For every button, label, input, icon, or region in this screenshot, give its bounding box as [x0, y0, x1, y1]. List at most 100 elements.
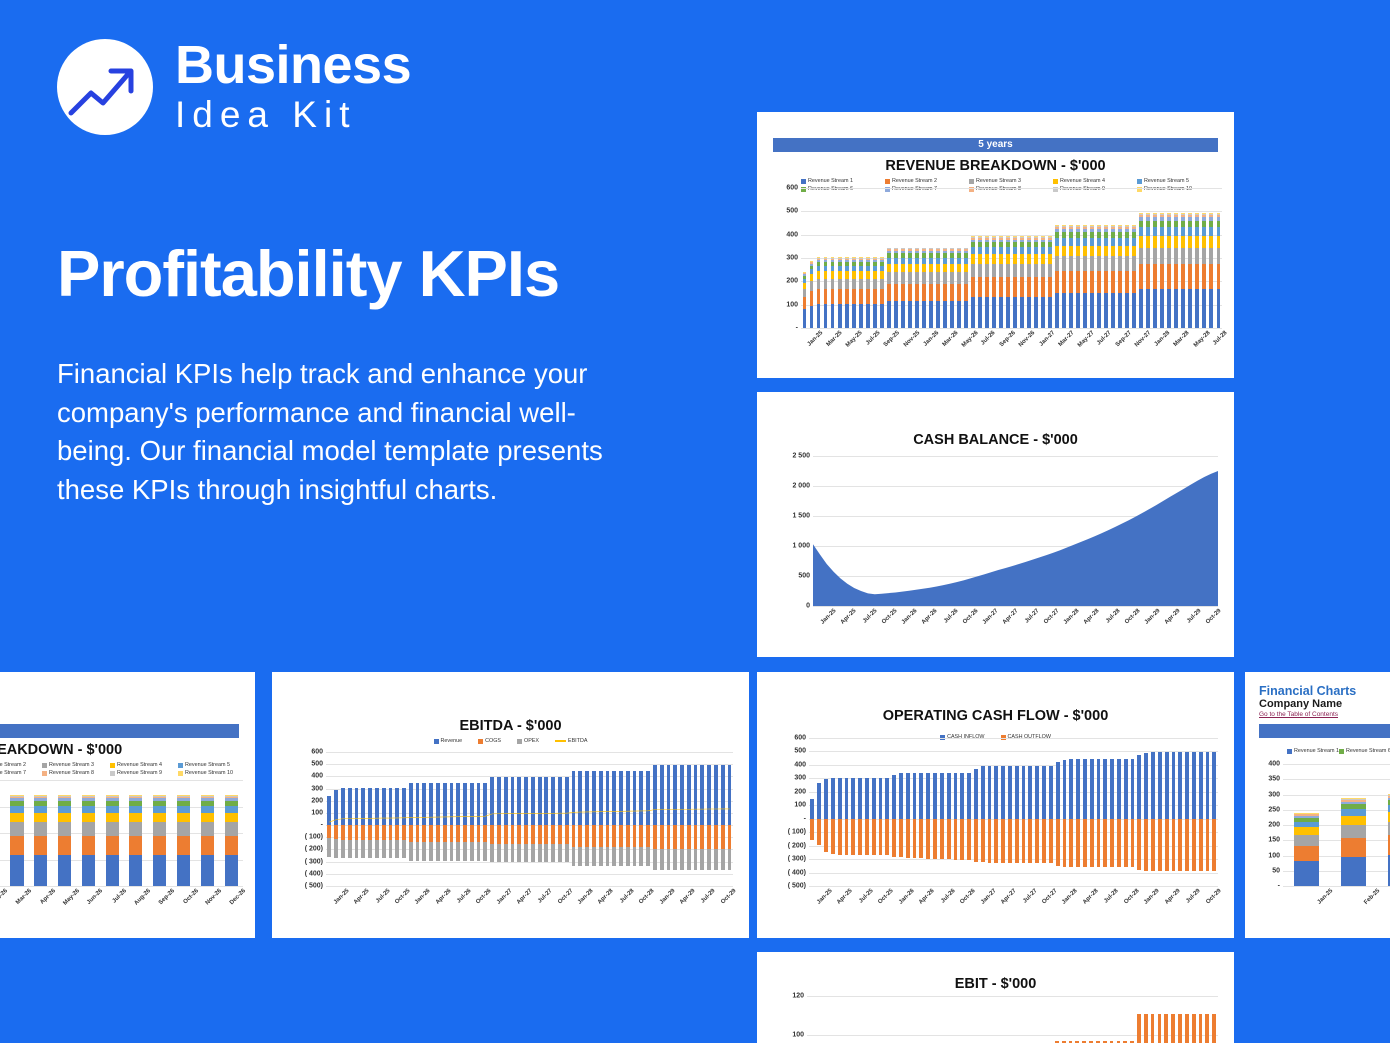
bar-segment [953, 818, 958, 860]
bar-segment [673, 849, 678, 870]
bar-segment [1160, 213, 1165, 216]
bar-segment [1118, 229, 1123, 233]
bar-segment [1195, 264, 1200, 290]
x-axis-tick: Apr-27 [515, 888, 534, 906]
legend-swatch [940, 734, 946, 740]
bar-series [1283, 764, 1390, 886]
bar-segment [926, 772, 931, 819]
bar-segment [408, 841, 413, 861]
bar-segment [871, 777, 876, 819]
bar-column [1283, 764, 1330, 886]
bar-segment [987, 818, 992, 863]
bar-column [441, 752, 448, 886]
bar-column [1156, 996, 1163, 1043]
bar-segment [809, 262, 814, 264]
bar-column [509, 752, 516, 886]
bar-segment [999, 297, 1003, 328]
bar-segment [1090, 293, 1095, 328]
table-of-contents-link[interactable]: Go to the Table of Contents [1259, 711, 1339, 718]
legend-item: CASH OUTFLOW [1000, 734, 1051, 740]
bar-column [809, 738, 816, 886]
bar-segment [1130, 818, 1135, 867]
bar-segment [851, 304, 856, 328]
bar-segment [1216, 247, 1221, 265]
bar-segment [1083, 237, 1088, 246]
bar-segment [497, 825, 501, 845]
legend-swatch [517, 738, 522, 744]
bar-segment [921, 248, 926, 250]
bar-segment [935, 250, 940, 254]
x-axis-tick: Oct-29 [1204, 888, 1223, 906]
bar-segment [334, 839, 339, 858]
bar-segment [153, 812, 167, 823]
bar-segment [327, 795, 332, 826]
x-axis-tick: Jan-25 [1316, 888, 1335, 906]
bar-segment [977, 236, 982, 238]
bar-segment [984, 297, 989, 328]
bar-segment [34, 796, 48, 799]
bar-segment [1062, 818, 1067, 867]
bar-segment [1153, 213, 1158, 216]
y-axis-tick: 500 [794, 747, 806, 755]
bar-segment [105, 806, 119, 813]
y-axis-tick: 120 [792, 992, 804, 1000]
bar-segment [935, 248, 940, 250]
bar-segment [865, 262, 870, 267]
bar-segment [34, 798, 48, 802]
bar-segment [928, 272, 933, 284]
growth-arrow-icon [57, 39, 153, 136]
bar-segment [907, 247, 912, 249]
bar-series [326, 752, 733, 886]
bar-segment [1167, 264, 1172, 290]
bar-column [927, 188, 934, 328]
bar-segment [1195, 215, 1200, 218]
x-axis: Jan-25 Apr-25 Jul-25 Oct-25 Jan-26 Apr-26 Jul-… [326, 888, 737, 906]
bar-segment [1174, 289, 1179, 328]
bar-segment [921, 283, 926, 302]
bar-segment [1041, 263, 1045, 278]
x-axis-tick: Jul-26 [111, 888, 129, 905]
bar-column [959, 738, 966, 886]
bar-column [340, 752, 347, 886]
bar-segment [368, 825, 372, 840]
bar-segment [1340, 809, 1367, 816]
bar-segment [652, 765, 657, 826]
bar-segment [830, 262, 835, 267]
bar-segment [865, 260, 870, 263]
bar-segment [893, 263, 898, 273]
bar-segment [1006, 239, 1010, 243]
y-axis-tick: 600 [794, 734, 806, 742]
bar-segment [992, 236, 996, 238]
bar-segment [1020, 254, 1024, 264]
bar-segment [176, 822, 191, 836]
bar-column [850, 738, 857, 886]
gridline [813, 486, 1218, 487]
bar-segment [1205, 752, 1210, 819]
y-axis-tick: 400 [1268, 760, 1280, 768]
x-axis-tick: Aug-26 [133, 888, 153, 907]
bar-segment [341, 788, 345, 826]
bar-column [815, 188, 822, 328]
bar-segment [530, 844, 535, 862]
bar-segment [823, 304, 828, 328]
bar-segment [1095, 1040, 1100, 1043]
bar-segment [388, 788, 393, 826]
bar-column [414, 752, 421, 886]
bar-segment [1132, 271, 1137, 294]
bar-segment [1034, 235, 1038, 237]
bar-segment [153, 794, 167, 796]
x-axis-tick: May-26 [961, 330, 980, 349]
bar-segment [1125, 227, 1130, 230]
y-axis-tick: 300 [311, 785, 323, 793]
bar-column [979, 738, 986, 886]
bar-segment [900, 253, 905, 258]
bar-segment [928, 257, 933, 264]
bar-segment [639, 771, 644, 826]
bar-column [1101, 996, 1108, 1043]
bar-segment [1178, 752, 1183, 819]
bar-column [834, 996, 841, 1043]
bar-segment [1293, 861, 1320, 886]
legend-item: Revenue Stream 2 [885, 178, 969, 184]
bar-segment [809, 305, 814, 328]
